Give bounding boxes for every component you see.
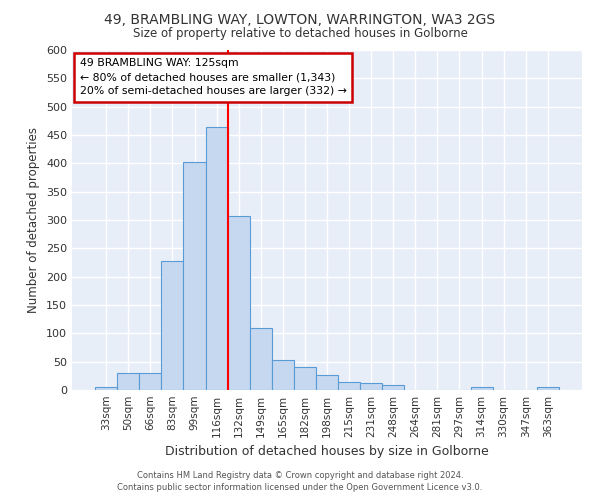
Bar xyxy=(360,383,382,390)
Bar xyxy=(294,368,316,390)
Bar xyxy=(227,216,250,390)
X-axis label: Distribution of detached houses by size in Golborne: Distribution of detached houses by size … xyxy=(165,446,489,458)
Bar xyxy=(117,373,139,390)
Bar xyxy=(161,261,184,390)
Bar xyxy=(272,360,294,390)
Bar xyxy=(382,386,404,390)
Bar xyxy=(470,387,493,390)
Text: 49 BRAMBLING WAY: 125sqm
← 80% of detached houses are smaller (1,343)
20% of sem: 49 BRAMBLING WAY: 125sqm ← 80% of detach… xyxy=(80,58,347,96)
Y-axis label: Number of detached properties: Number of detached properties xyxy=(28,127,40,313)
Text: 49, BRAMBLING WAY, LOWTON, WARRINGTON, WA3 2GS: 49, BRAMBLING WAY, LOWTON, WARRINGTON, W… xyxy=(104,12,496,26)
Bar xyxy=(338,382,360,390)
Bar xyxy=(250,328,272,390)
Text: Contains HM Land Registry data © Crown copyright and database right 2024.
Contai: Contains HM Land Registry data © Crown c… xyxy=(118,471,482,492)
Bar xyxy=(139,373,161,390)
Bar xyxy=(537,387,559,390)
Bar xyxy=(316,376,338,390)
Text: Size of property relative to detached houses in Golborne: Size of property relative to detached ho… xyxy=(133,28,467,40)
Bar xyxy=(95,387,117,390)
Bar xyxy=(206,126,227,390)
Bar xyxy=(184,162,206,390)
